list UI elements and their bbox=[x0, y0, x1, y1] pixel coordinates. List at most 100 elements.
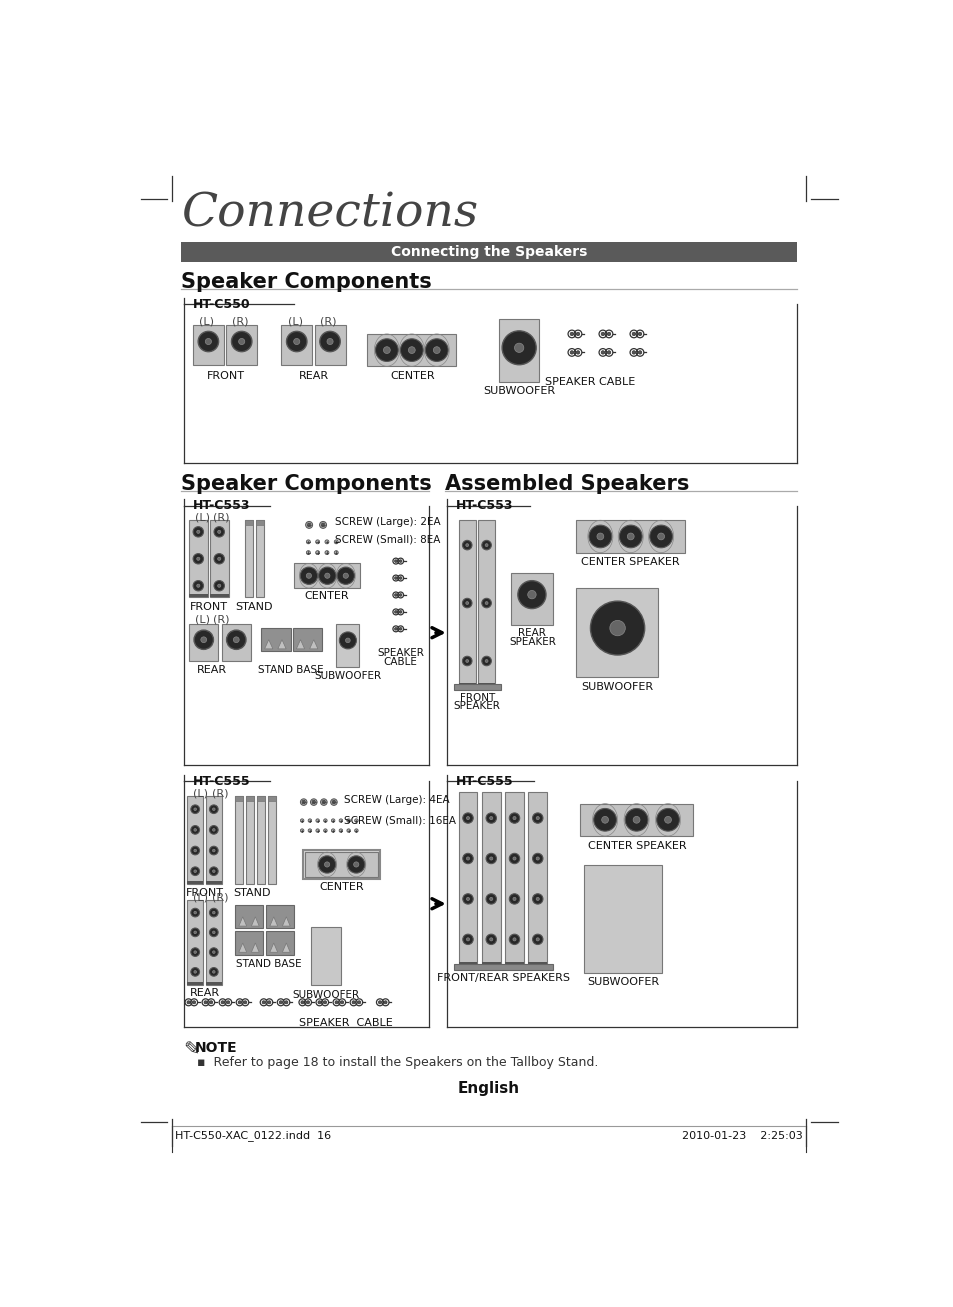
Circle shape bbox=[462, 935, 473, 945]
Bar bbox=[189, 595, 208, 597]
Circle shape bbox=[191, 948, 199, 957]
Text: Assembled Speakers: Assembled Speakers bbox=[444, 474, 688, 494]
Text: SCREW (Small): 8EA: SCREW (Small): 8EA bbox=[335, 535, 439, 545]
Bar bbox=[235, 932, 263, 954]
Circle shape bbox=[593, 809, 616, 831]
Text: CENTER: CENTER bbox=[304, 591, 349, 601]
Circle shape bbox=[532, 894, 542, 904]
Circle shape bbox=[355, 819, 357, 822]
Circle shape bbox=[196, 584, 199, 587]
Bar bbox=[246, 796, 253, 885]
Circle shape bbox=[576, 332, 579, 336]
Circle shape bbox=[657, 533, 664, 540]
Text: STAND BASE: STAND BASE bbox=[258, 665, 324, 674]
Circle shape bbox=[213, 870, 214, 873]
Circle shape bbox=[638, 332, 641, 336]
Circle shape bbox=[213, 971, 214, 974]
Circle shape bbox=[319, 521, 326, 528]
Circle shape bbox=[193, 554, 203, 563]
Text: STAND BASE: STAND BASE bbox=[235, 959, 301, 970]
Circle shape bbox=[462, 540, 472, 550]
Circle shape bbox=[481, 599, 491, 608]
Text: (L): (L) bbox=[193, 788, 208, 799]
Circle shape bbox=[198, 332, 218, 352]
Circle shape bbox=[536, 817, 538, 819]
Text: FRONT: FRONT bbox=[190, 603, 228, 612]
Circle shape bbox=[400, 339, 423, 362]
Circle shape bbox=[570, 332, 573, 336]
Text: Connecting the Speakers: Connecting the Speakers bbox=[391, 244, 586, 259]
Circle shape bbox=[315, 829, 319, 833]
Circle shape bbox=[536, 857, 538, 860]
Bar bbox=[458, 962, 476, 966]
Bar bbox=[576, 520, 684, 553]
Text: (L): (L) bbox=[288, 316, 302, 327]
Circle shape bbox=[294, 339, 299, 345]
Circle shape bbox=[300, 819, 304, 822]
Polygon shape bbox=[296, 639, 304, 648]
Circle shape bbox=[347, 819, 350, 822]
Polygon shape bbox=[270, 916, 277, 927]
Circle shape bbox=[308, 819, 312, 822]
Circle shape bbox=[193, 580, 203, 591]
Circle shape bbox=[323, 819, 327, 822]
Circle shape bbox=[383, 1001, 387, 1004]
Circle shape bbox=[485, 853, 496, 864]
Polygon shape bbox=[252, 916, 259, 927]
Text: NOTE: NOTE bbox=[195, 1040, 237, 1055]
Circle shape bbox=[191, 826, 199, 834]
Circle shape bbox=[262, 1001, 265, 1004]
Bar bbox=[246, 796, 253, 801]
Text: ✎: ✎ bbox=[183, 1040, 199, 1060]
Circle shape bbox=[193, 971, 196, 974]
Circle shape bbox=[306, 540, 310, 544]
Bar bbox=[187, 982, 203, 984]
Bar bbox=[576, 588, 658, 677]
Circle shape bbox=[285, 1001, 288, 1004]
Bar bbox=[335, 625, 359, 667]
Bar bbox=[454, 685, 500, 690]
Bar bbox=[187, 881, 203, 885]
Circle shape bbox=[325, 540, 329, 544]
Circle shape bbox=[649, 525, 672, 548]
Circle shape bbox=[210, 948, 218, 957]
Text: (R): (R) bbox=[213, 616, 230, 625]
Bar bbox=[528, 792, 546, 966]
Circle shape bbox=[221, 1001, 224, 1004]
Polygon shape bbox=[277, 639, 286, 648]
Circle shape bbox=[357, 1001, 360, 1004]
Circle shape bbox=[210, 928, 218, 937]
Circle shape bbox=[465, 544, 468, 546]
Circle shape bbox=[509, 853, 519, 864]
Circle shape bbox=[601, 817, 608, 823]
Circle shape bbox=[217, 584, 220, 587]
Text: SPEAKER: SPEAKER bbox=[454, 702, 500, 711]
Circle shape bbox=[347, 829, 350, 833]
Circle shape bbox=[217, 531, 220, 533]
Circle shape bbox=[343, 574, 348, 578]
Circle shape bbox=[210, 908, 218, 918]
Circle shape bbox=[408, 346, 415, 353]
Circle shape bbox=[213, 850, 214, 852]
Circle shape bbox=[600, 332, 604, 336]
Circle shape bbox=[347, 856, 365, 873]
Circle shape bbox=[485, 813, 496, 823]
Bar bbox=[256, 520, 264, 525]
Bar bbox=[505, 962, 523, 966]
Circle shape bbox=[395, 593, 396, 596]
Circle shape bbox=[509, 894, 519, 904]
Circle shape bbox=[226, 630, 246, 650]
Circle shape bbox=[383, 346, 390, 353]
Circle shape bbox=[200, 637, 207, 643]
Text: REAR: REAR bbox=[190, 988, 219, 999]
Circle shape bbox=[466, 938, 469, 941]
Circle shape bbox=[395, 610, 396, 613]
Circle shape bbox=[268, 1001, 271, 1004]
Circle shape bbox=[501, 331, 536, 365]
Text: (L): (L) bbox=[195, 616, 211, 625]
Circle shape bbox=[588, 525, 611, 548]
Circle shape bbox=[334, 550, 338, 554]
Circle shape bbox=[279, 1001, 282, 1004]
Bar bbox=[311, 927, 340, 984]
Circle shape bbox=[462, 599, 472, 608]
